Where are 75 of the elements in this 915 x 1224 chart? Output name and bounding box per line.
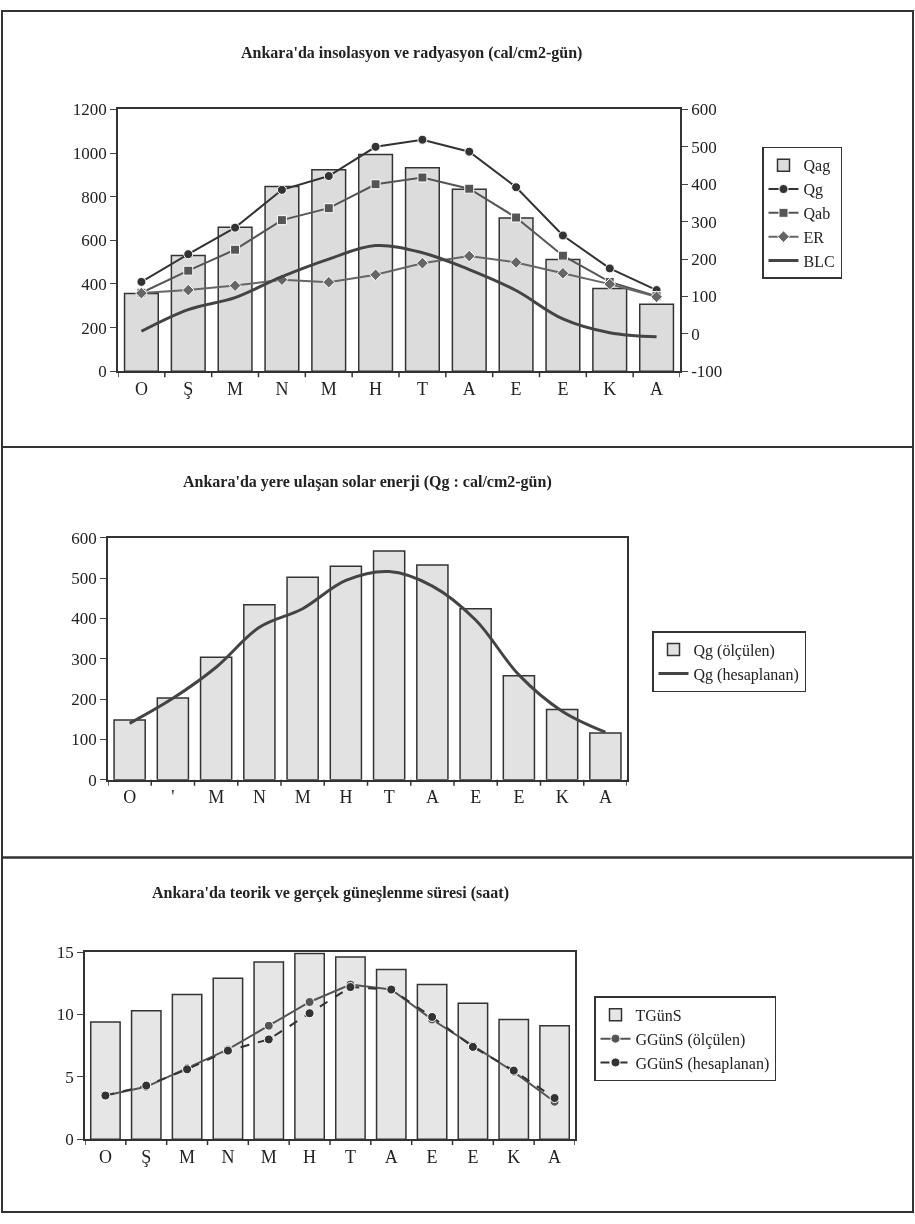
legend-label: GGünS (hesaplanan) xyxy=(635,1054,770,1073)
x-tick-label: N xyxy=(221,1146,235,1167)
chart-title: Ankara'da yere ulaşan solar enerji (Qg : cal/cm2-gün) xyxy=(183,473,552,491)
x-tick-label: E xyxy=(513,787,525,808)
x-tick-label: A xyxy=(425,787,439,808)
y-tick-label: 600 xyxy=(71,528,97,548)
y-tick-label: 500 xyxy=(71,568,97,588)
x-tick-label: A xyxy=(384,1146,398,1167)
x-tick-label: M xyxy=(260,1146,277,1167)
legend-label: Qg (hesaplanan) xyxy=(693,665,799,684)
x-tick-label: K xyxy=(603,378,617,399)
legend-label: GGünS (ölçülen) xyxy=(635,1030,746,1049)
y-tick-label: 300 xyxy=(71,649,97,669)
y-tick-label: 400 xyxy=(81,274,107,294)
y-tick-label: 5 xyxy=(65,1067,74,1087)
x-tick-label: T xyxy=(344,1146,356,1167)
x-tick-label: N xyxy=(275,378,289,399)
x-tick-label: O xyxy=(98,1146,112,1167)
x-tick-label: A xyxy=(650,378,664,399)
x-tick-label: K xyxy=(507,1146,521,1167)
y2-tick-label: 600 xyxy=(691,100,717,120)
y2-tick-label: 0 xyxy=(691,324,700,344)
y-tick-label: 15 xyxy=(56,943,74,963)
chart-title: Ankara'da insolasyon ve radyasyon (cal/cm2-gün) xyxy=(241,44,583,62)
y-tick-label: 1200 xyxy=(72,100,107,120)
x-tick-label: E xyxy=(557,378,569,399)
x-tick-label: M xyxy=(227,378,244,399)
legend-label: TGünS xyxy=(635,1007,682,1025)
x-tick-label: T xyxy=(383,787,395,808)
x-tick-label: M xyxy=(179,1146,196,1167)
x-tick-label: Ş xyxy=(183,378,194,399)
legend-label: Qg (ölçülen) xyxy=(693,641,775,660)
x-tick-label: N xyxy=(252,787,266,808)
y-tick-label: 0 xyxy=(98,362,107,382)
y2-tick-label: 300 xyxy=(691,212,717,232)
x-tick-label: ' xyxy=(171,787,175,808)
x-tick-label: H xyxy=(303,1146,317,1167)
y2-tick-label: 400 xyxy=(691,175,717,195)
x-tick-label: M xyxy=(208,787,225,808)
legend-label: Qag xyxy=(803,157,831,176)
x-tick-label: K xyxy=(555,787,569,808)
x-tick-label: H xyxy=(339,787,353,808)
y-tick-label: 0 xyxy=(65,1130,74,1150)
y-tick-label: 200 xyxy=(71,690,97,710)
legend-label: BLC xyxy=(803,252,835,270)
y-tick-label: 600 xyxy=(81,231,107,251)
x-tick-label: T xyxy=(416,378,428,399)
legend-label: Qg xyxy=(803,181,824,200)
legend-label: Qab xyxy=(803,205,831,223)
y-tick-label: 10 xyxy=(56,1005,74,1025)
x-tick-label: O xyxy=(134,378,148,399)
x-tick-label: E xyxy=(426,1146,438,1167)
y-tick-label: 200 xyxy=(81,318,107,338)
x-tick-label: E xyxy=(470,787,482,808)
y-tick-label: 800 xyxy=(81,187,107,207)
x-tick-label: M xyxy=(320,378,337,399)
legend-label: ER xyxy=(803,228,825,246)
y-tick-label: 400 xyxy=(71,609,97,629)
x-tick-label: O xyxy=(123,787,137,808)
y-tick-label: 1000 xyxy=(72,144,107,164)
y2-tick-label: 100 xyxy=(691,287,717,307)
x-tick-label: A xyxy=(462,378,476,399)
x-tick-label: A xyxy=(548,1146,562,1167)
x-tick-label: M xyxy=(294,787,311,808)
x-tick-label: Ş xyxy=(141,1146,152,1167)
y2-tick-label: 200 xyxy=(691,250,717,270)
y-tick-label: 100 xyxy=(71,730,97,750)
y-tick-label: 0 xyxy=(88,770,97,790)
x-tick-label: E xyxy=(467,1146,479,1167)
x-tick-label: A xyxy=(598,787,612,808)
x-tick-label: E xyxy=(510,378,522,399)
y2-tick-label: 500 xyxy=(691,137,717,157)
x-tick-label: H xyxy=(369,378,383,399)
y2-tick-label: -100 xyxy=(691,362,723,382)
chart-title: Ankara'da teorik ve gerçek güneşlenme süresi (saat) xyxy=(152,884,509,902)
